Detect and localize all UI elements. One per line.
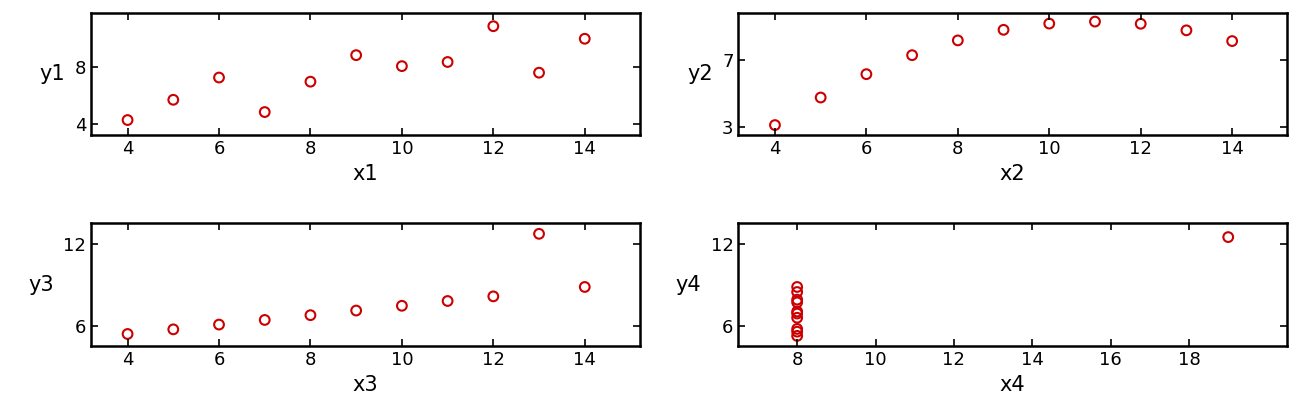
- Point: [437, 59, 458, 65]
- Point: [948, 37, 968, 44]
- Point: [117, 117, 138, 123]
- Point: [902, 52, 923, 58]
- Y-axis label: y3: y3: [29, 275, 53, 295]
- Point: [529, 69, 550, 76]
- Point: [786, 332, 807, 339]
- Point: [162, 326, 183, 333]
- X-axis label: x1: x1: [352, 163, 378, 183]
- Point: [255, 317, 276, 323]
- Point: [1222, 38, 1243, 44]
- Point: [482, 293, 503, 300]
- Point: [786, 308, 807, 315]
- Point: [300, 78, 321, 85]
- X-axis label: x4: x4: [1000, 374, 1026, 394]
- Point: [786, 284, 807, 290]
- Point: [786, 328, 807, 335]
- Point: [764, 122, 785, 128]
- Point: [208, 74, 229, 81]
- Point: [786, 296, 807, 303]
- Point: [786, 299, 807, 306]
- Y-axis label: y4: y4: [676, 275, 701, 295]
- Point: [1084, 18, 1105, 25]
- Point: [786, 289, 807, 295]
- Point: [1176, 27, 1197, 34]
- Point: [255, 109, 276, 116]
- X-axis label: x2: x2: [1000, 163, 1026, 183]
- Point: [855, 71, 876, 78]
- Point: [437, 298, 458, 304]
- Point: [810, 94, 831, 101]
- Y-axis label: y2: y2: [686, 64, 712, 84]
- Point: [391, 63, 412, 70]
- Point: [786, 310, 807, 317]
- Point: [117, 331, 138, 337]
- Point: [346, 307, 367, 314]
- Point: [993, 26, 1014, 33]
- Point: [786, 326, 807, 332]
- Point: [482, 23, 503, 30]
- Point: [1218, 234, 1239, 241]
- Point: [575, 284, 595, 290]
- Point: [1039, 20, 1060, 27]
- Point: [575, 35, 595, 42]
- Point: [346, 52, 367, 58]
- Point: [786, 314, 807, 321]
- Point: [1130, 20, 1150, 27]
- Y-axis label: y1: y1: [39, 64, 65, 84]
- Point: [300, 312, 321, 319]
- Point: [208, 321, 229, 328]
- X-axis label: x3: x3: [352, 374, 378, 394]
- Point: [162, 96, 183, 103]
- Point: [391, 302, 412, 309]
- Point: [529, 231, 550, 237]
